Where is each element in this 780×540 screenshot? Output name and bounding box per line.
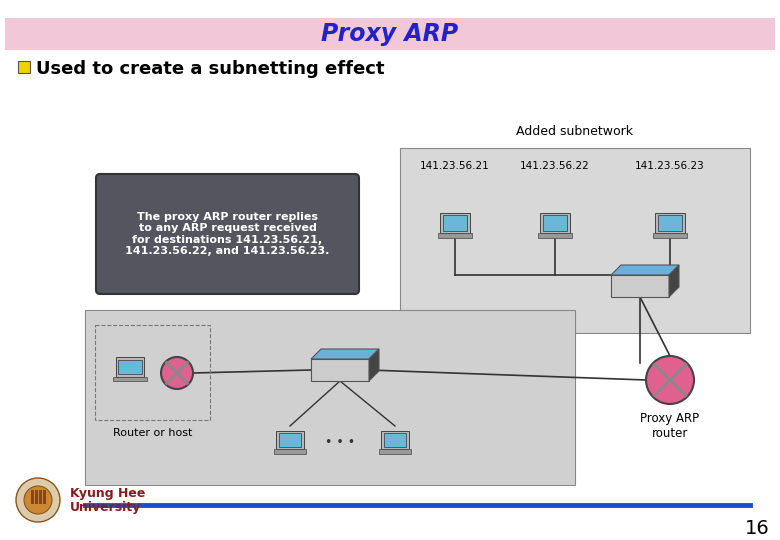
Text: 141.23.56.21: 141.23.56.21 [420,161,490,171]
FancyBboxPatch shape [85,310,575,485]
FancyBboxPatch shape [311,359,369,381]
FancyBboxPatch shape [654,213,685,233]
Text: 141.23.56.23: 141.23.56.23 [635,161,705,171]
Text: Kyung Hee: Kyung Hee [70,488,145,501]
Polygon shape [611,265,679,275]
Text: Router or host: Router or host [113,428,192,438]
FancyBboxPatch shape [438,233,473,238]
Text: Added subnetwork: Added subnetwork [516,125,633,138]
FancyBboxPatch shape [38,490,41,504]
FancyBboxPatch shape [611,275,669,297]
FancyBboxPatch shape [443,215,467,231]
Text: The proxy ARP router replies
to any ARP request received
for destinations 141.23: The proxy ARP router replies to any ARP … [126,212,330,256]
FancyBboxPatch shape [119,360,142,374]
Text: 16: 16 [745,518,769,537]
Polygon shape [369,349,379,381]
Circle shape [16,478,60,522]
FancyBboxPatch shape [113,377,147,381]
FancyBboxPatch shape [34,490,37,504]
Circle shape [646,356,694,404]
FancyBboxPatch shape [276,431,303,449]
FancyBboxPatch shape [279,433,301,447]
Circle shape [161,357,193,389]
FancyBboxPatch shape [440,213,470,233]
FancyBboxPatch shape [384,433,406,447]
Text: Proxy ARP: Proxy ARP [321,22,459,46]
Text: Proxy ARP
router: Proxy ARP router [640,412,700,440]
FancyBboxPatch shape [275,449,306,454]
FancyBboxPatch shape [400,148,750,333]
FancyBboxPatch shape [543,215,567,231]
FancyBboxPatch shape [96,174,359,294]
Circle shape [24,486,52,514]
FancyBboxPatch shape [653,233,687,238]
FancyBboxPatch shape [658,215,682,231]
Polygon shape [669,265,679,297]
FancyBboxPatch shape [18,61,30,73]
FancyBboxPatch shape [540,213,570,233]
FancyBboxPatch shape [42,490,45,504]
FancyBboxPatch shape [115,357,144,377]
FancyBboxPatch shape [537,233,573,238]
Polygon shape [311,349,379,359]
Text: 141.23.56.22: 141.23.56.22 [520,161,590,171]
FancyBboxPatch shape [5,18,775,50]
Text: Used to create a subnetting effect: Used to create a subnetting effect [36,59,385,78]
Text: University: University [70,502,141,515]
FancyBboxPatch shape [30,490,34,504]
FancyBboxPatch shape [381,431,409,449]
Text: • • •: • • • [325,435,355,449]
FancyBboxPatch shape [379,449,410,454]
